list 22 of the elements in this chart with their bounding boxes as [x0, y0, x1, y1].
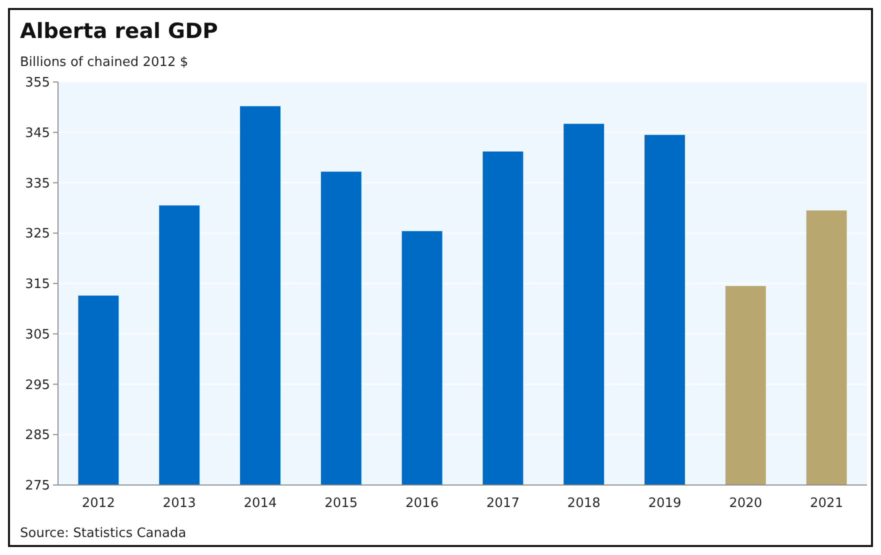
- x-tick-label: 2012: [82, 496, 115, 511]
- x-tick-label: 2020: [729, 496, 762, 511]
- y-tick-label: 335: [25, 176, 50, 192]
- source-note: Source: Statistics Canada: [20, 526, 186, 541]
- x-tick-label: 2016: [406, 496, 439, 511]
- y-tick-label: 325: [25, 226, 50, 242]
- x-tick-label: 2015: [324, 496, 358, 511]
- x-tick-label: 2014: [244, 496, 277, 511]
- y-tick-label: 305: [25, 327, 50, 342]
- y-tick-label: 275: [25, 478, 50, 494]
- chart-title: Alberta real GDP: [20, 19, 218, 43]
- x-tick-label: 2021: [810, 496, 844, 511]
- x-tick-label: 2018: [567, 496, 600, 511]
- y-tick-label: 355: [25, 76, 50, 91]
- chart-subtitle: Billions of chained 2012 $: [20, 55, 188, 70]
- y-tick-label: 295: [25, 378, 50, 393]
- x-tick-label: 2013: [162, 496, 196, 511]
- x-tick-label: 2017: [486, 496, 520, 511]
- y-tick-label: 315: [25, 277, 50, 292]
- y-tick-label: 285: [25, 428, 50, 444]
- y-tick-label: 345: [25, 126, 50, 141]
- x-tick-label: 2019: [648, 496, 682, 511]
